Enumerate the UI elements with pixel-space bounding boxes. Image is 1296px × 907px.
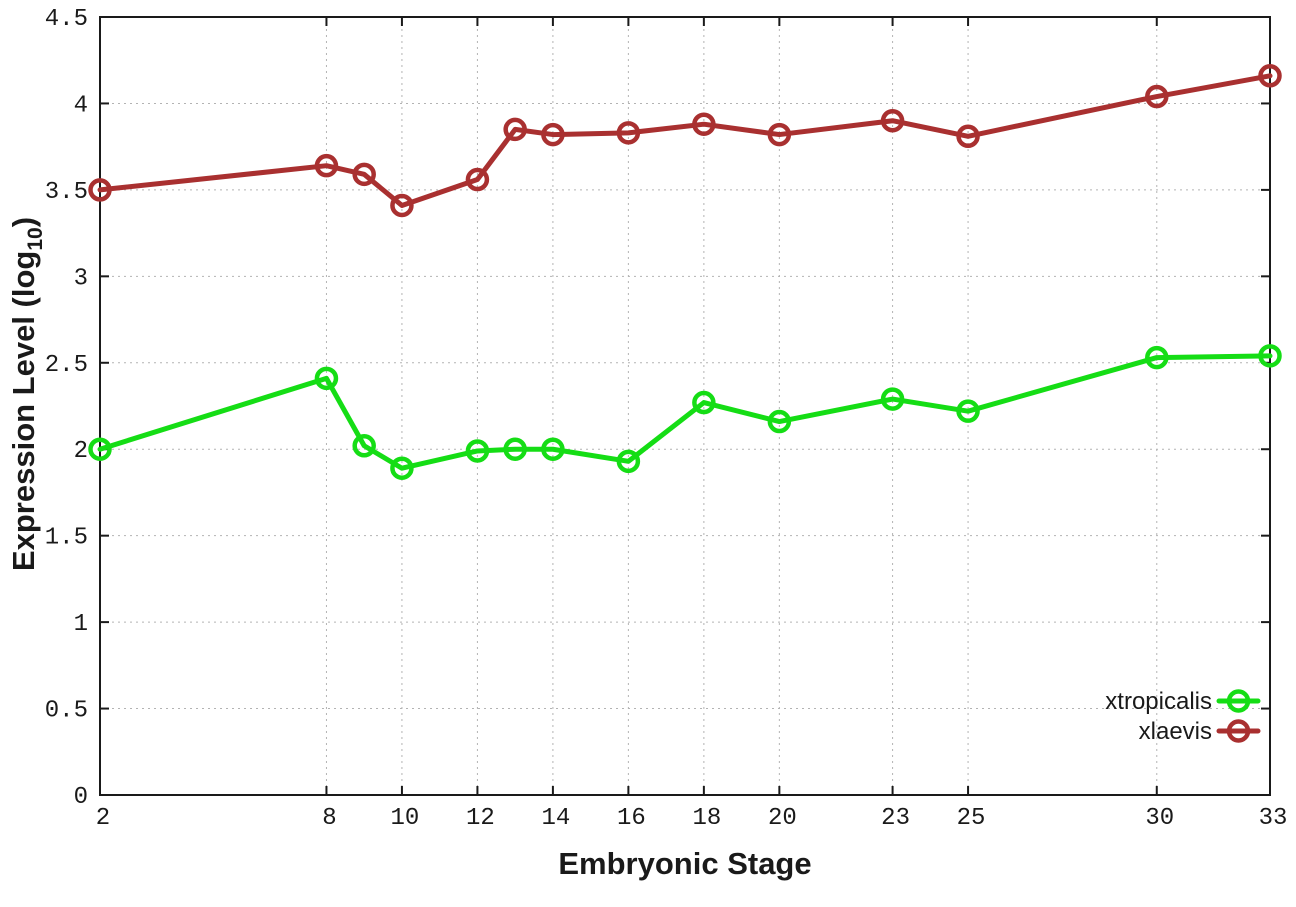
marker-xlaevis-stage-13 [503,117,527,142]
marker-xlaevis-stage-33 [1258,64,1282,88]
marker-xtropicalis-stage-20 [767,409,792,434]
marker-xtropicalis-stage-25 [956,399,980,423]
marker-xtropicalis-stage-16 [616,449,641,474]
marker-xtropicalis-stage-10 [390,456,414,480]
y-tick-label-2.5: 2.5 [45,352,88,379]
marker-xlaevis-stage-2 [88,178,112,202]
marker-xlaevis-stage-14 [541,122,565,147]
legend-label-xtropicalis: xtropicalis [1105,688,1212,715]
y-tick-label-3.5: 3.5 [45,179,88,206]
marker-xtropicalis-stage-33 [1258,344,1282,368]
x-tick-label-2: 2 [96,805,110,832]
x-tick-label-25: 25 [957,805,986,832]
marker-xtropicalis-stage-13 [503,437,527,461]
y-tick-label-0.5: 0.5 [45,698,88,725]
marker-xtropicalis-stage-2 [88,437,112,461]
y-tick-label-1: 1 [74,611,88,638]
marker-xtropicalis-stage-23 [880,387,905,411]
marker-xtropicalis-stage-30 [1145,345,1169,370]
marker-xlaevis-stage-16 [616,121,641,145]
marker-xtropicalis-stage-18 [692,390,716,415]
axis-ticks [99,16,1271,796]
marker-xlaevis-stage-23 [880,108,905,133]
marker-xtropicalis-stage-8 [314,366,339,391]
y-tick-label-0: 0 [74,784,88,811]
marker-xlaevis-stage-8 [314,153,339,178]
y-tick-label-2: 2 [74,438,88,465]
marker-xlaevis-stage-12 [465,167,490,192]
marker-xtropicalis-stage-9 [352,434,376,458]
y-axis-title: Expression Level (log10) [6,217,47,571]
y-tick-label-4.5: 4.5 [45,6,88,33]
x-tick-label-16: 16 [617,805,646,832]
x-tick-label-12: 12 [466,805,495,832]
x-tick-label-30: 30 [1145,805,1174,832]
x-tick-label-23: 23 [881,805,910,832]
x-tick-label-8: 8 [322,805,336,832]
x-tick-label-10: 10 [391,805,420,832]
plot-border [99,16,1271,796]
x-tick-labels: 2 8 10 12 14 16 18 20 23 25 30 33 [96,805,1288,832]
legend: xtropicalis xlaevis [1105,688,1261,745]
x-tick-label-14: 14 [541,805,570,832]
x-axis-title: Embryonic Stage [558,846,811,881]
x-tick-label-33: 33 [1259,805,1288,832]
y-tick-label-1.5: 1.5 [45,525,88,552]
marker-xlaevis-stage-10 [390,193,414,218]
series-line-xtropicalis [97,353,1273,471]
series-line-xlaevis [97,73,1273,208]
legend-label-xlaevis: xlaevis [1139,718,1212,745]
y-tick-label-4: 4 [74,92,88,119]
marker-xlaevis-stage-20 [767,122,792,147]
marker-xlaevis-stage-30 [1145,84,1169,109]
marker-xtropicalis-stage-14 [541,437,565,461]
legend-marker-xtropicalis [1226,689,1251,713]
series-xlaevis [88,64,1282,218]
marker-xlaevis-stage-18 [692,112,716,136]
marker-xtropicalis-stage-12 [465,439,490,463]
x-tick-label-20: 20 [768,805,797,832]
legend-marker-xlaevis [1226,719,1251,743]
series-xtropicalis [88,344,1282,480]
x-tick-label-18: 18 [692,805,721,832]
y-tick-labels: 0 0.5 1 1.5 2 2.5 3 3.5 4 4.5 [45,6,88,811]
marker-xlaevis-stage-9 [352,162,376,187]
y-tick-label-3: 3 [74,265,88,292]
marker-xlaevis-stage-25 [956,124,980,149]
gridlines [100,17,1270,795]
